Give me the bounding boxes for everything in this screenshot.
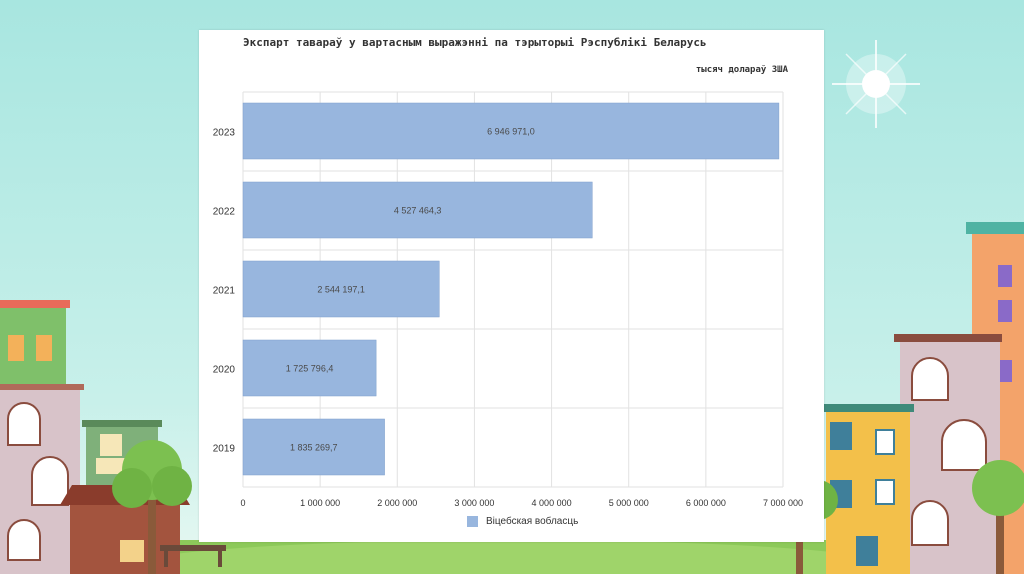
x-tick-label: 5 000 000: [609, 498, 649, 508]
y-category-label: 2021: [213, 286, 236, 297]
x-tick-label: 3 000 000: [454, 498, 494, 508]
x-tick-label: 2 000 000: [377, 498, 417, 508]
chart-title: Экспарт тавараў у вартасным выражэнні па…: [243, 36, 707, 49]
y-category-label: 2022: [213, 207, 236, 218]
x-tick-label: 6 000 000: [686, 498, 726, 508]
y-category-label: 2019: [213, 444, 236, 455]
value-label-2022: 4 527 464,3: [394, 206, 442, 216]
bar-2019: [242, 418, 385, 476]
legend: Віцебская вобласць: [467, 516, 578, 527]
x-axis-ticks: 0 1 000 000 2 000 000 3 000 000 4 000 000 5 0…: [240, 498, 803, 508]
x-tick-label: 0: [240, 498, 245, 508]
y-axis-categories: 2023 2022 2021 2020 2019: [213, 128, 236, 455]
value-label-2019: 1 835 269,7: [290, 443, 338, 453]
left-buildings: [0, 300, 226, 574]
x-tick-label: 4 000 000: [532, 498, 572, 508]
legend-label: Віцебская вобласць: [486, 516, 579, 527]
value-label-2023: 6 946 971,0: [487, 127, 535, 137]
x-tick-label: 7 000 000: [763, 498, 803, 508]
chart-panel: Экспарт тавараў у вартасным выражэнні па…: [199, 30, 824, 542]
y-category-label: 2020: [213, 365, 236, 376]
legend-swatch: [467, 516, 478, 527]
x-tick-label: 1 000 000: [300, 498, 340, 508]
bars: [242, 102, 780, 476]
bar-2022: [242, 181, 593, 239]
tree-left: [112, 440, 192, 574]
right-buildings: [822, 222, 1024, 574]
value-label-2021: 2 544 197,1: [317, 285, 365, 295]
value-labels: 6 946 971,0 4 527 464,3 2 544 197,1 1 725 7…: [286, 127, 535, 453]
value-label-2020: 1 725 796,4: [286, 364, 334, 374]
bar-2023: [242, 102, 780, 160]
sun-icon: [832, 40, 920, 128]
bar-2020: [242, 339, 377, 397]
y-category-label: 2023: [213, 128, 236, 139]
bar-chart: 6 946 971,0 4 527 464,3 2 544 197,1 1 725 7…: [213, 91, 803, 508]
unit-label: тысяч долараў ЗША: [695, 65, 788, 75]
bar-2021: [242, 260, 440, 318]
